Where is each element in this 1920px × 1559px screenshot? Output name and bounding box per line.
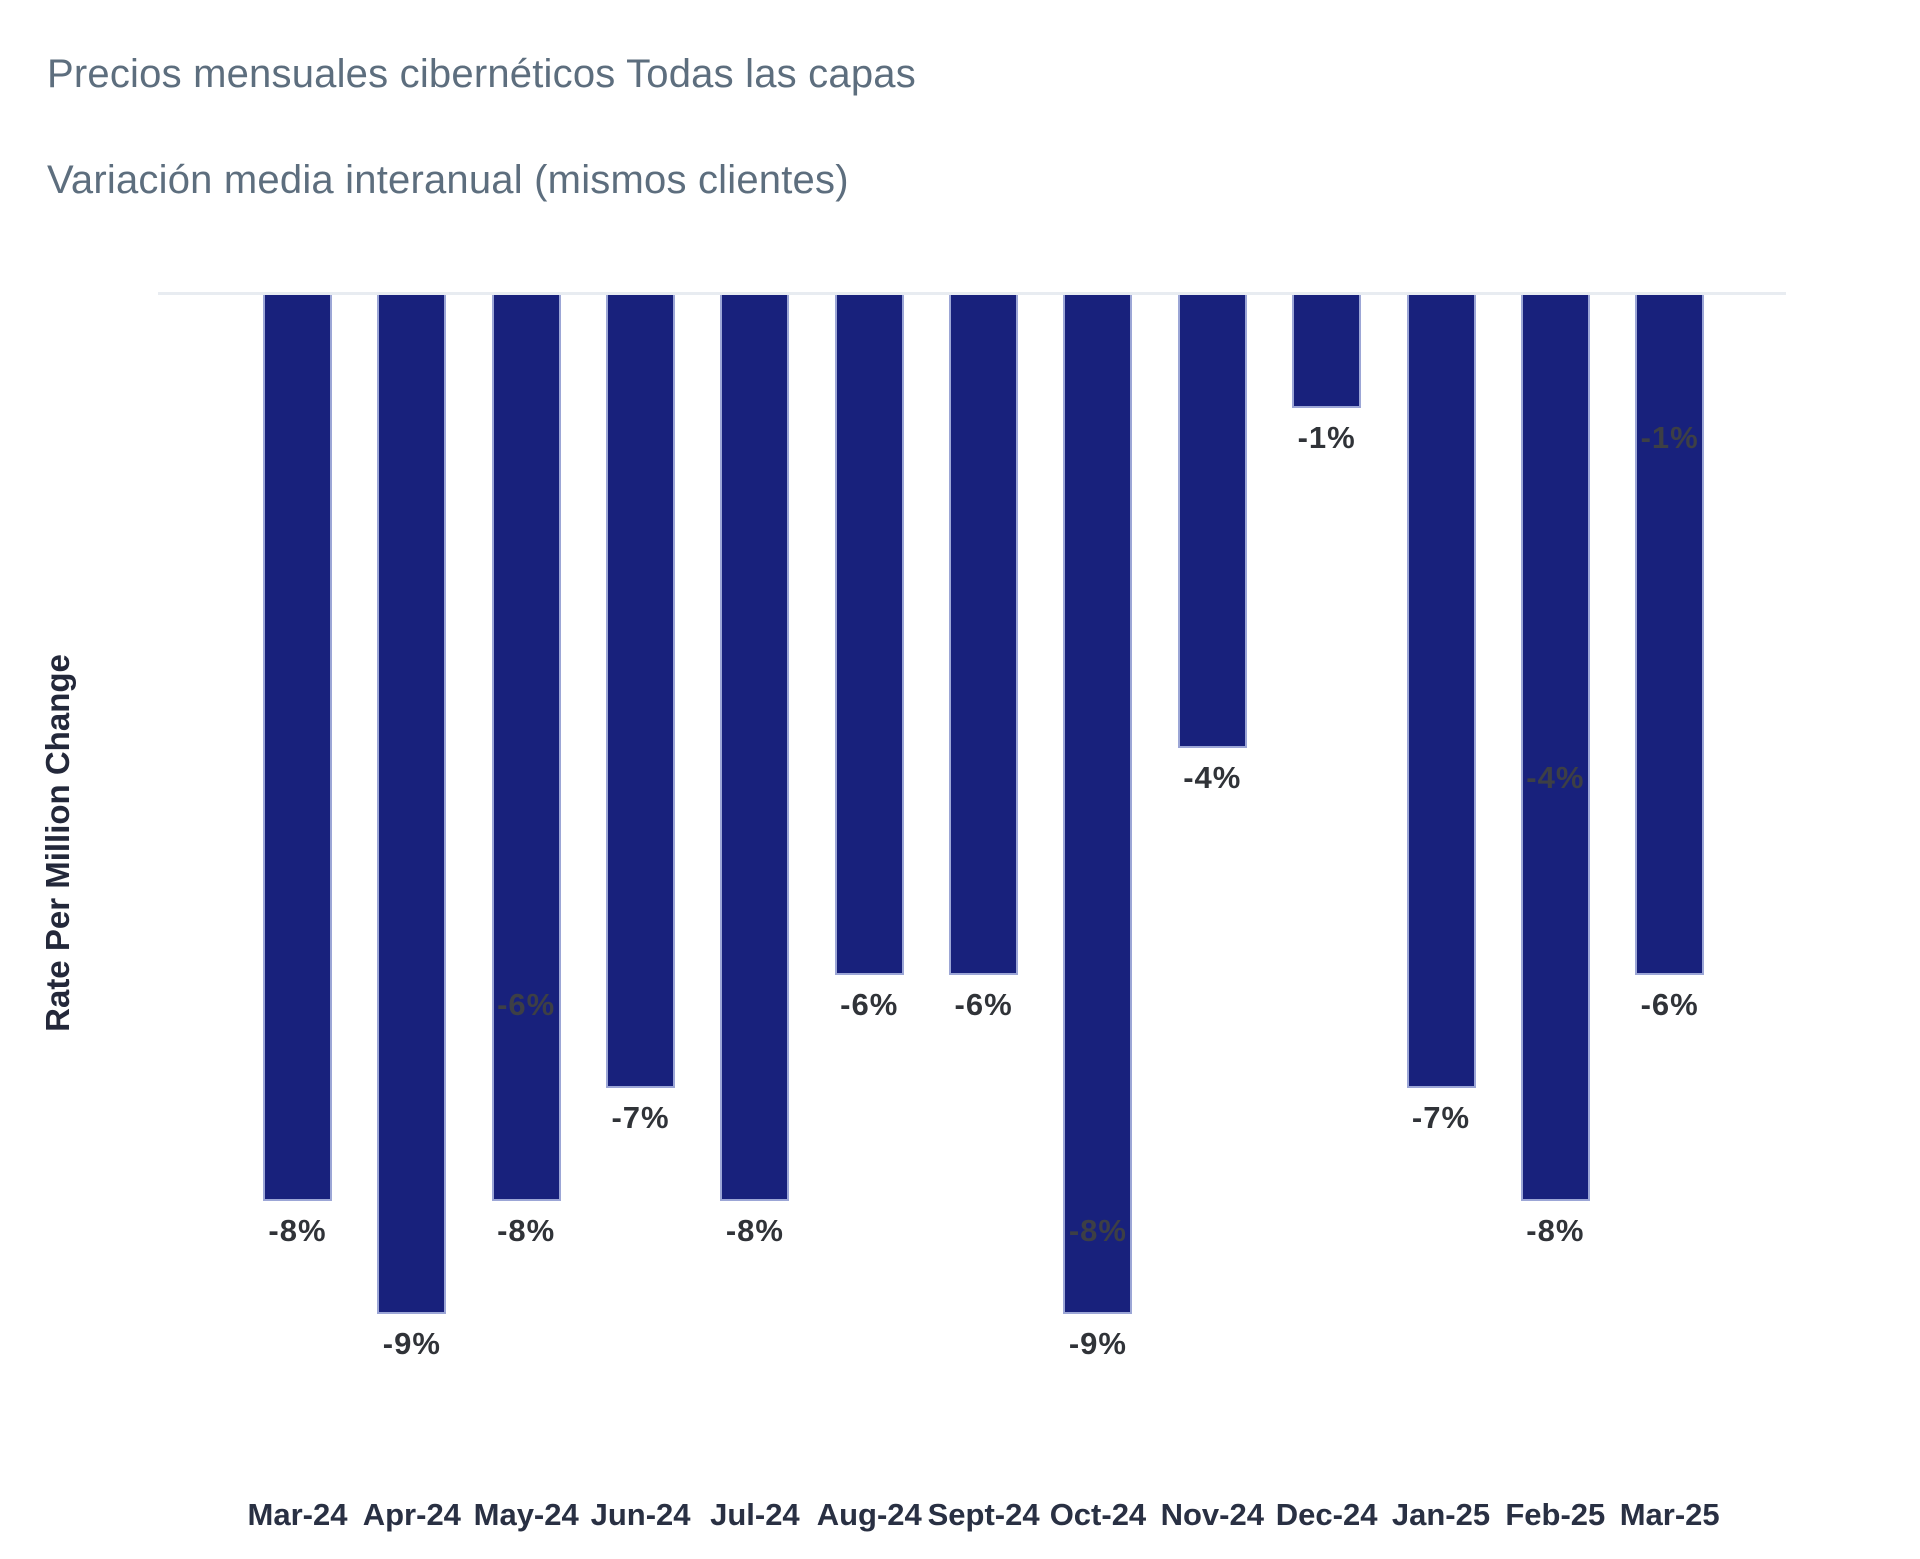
bar-Oct-24 [1063, 295, 1133, 1315]
bar-value-label-Jun-24: -7% [611, 1099, 670, 1135]
bar-value-label-Apr-24: -9% [382, 1326, 441, 1362]
chart-subtitle: Variación media interanual (mismos clien… [47, 158, 849, 202]
x-tick-label-Apr-24: Apr-24 [362, 1497, 461, 1532]
x-tick-label-Jun-24: Jun-24 [590, 1497, 691, 1532]
x-tick-label-Aug-24: Aug-24 [816, 1497, 922, 1532]
x-tick-label-Oct-24: Oct-24 [1049, 1497, 1147, 1532]
bar-value-label-Mar-24: -8% [268, 1213, 327, 1248]
x-tick-label-Jan-25: Jan-25 [1391, 1497, 1491, 1532]
bar-Aug-24 [834, 295, 904, 975]
x-tick-label-Sept-24: Sept-24 [927, 1497, 1040, 1532]
bar-value-label-Nov-24: -4% [1183, 760, 1242, 795]
bar-Jun-24 [606, 295, 676, 1088]
zero-baseline [158, 292, 1786, 295]
bar-Nov-24 [1177, 295, 1247, 748]
bar-Apr-24 [377, 295, 447, 1315]
bar-value-label-Jan-25: -7% [1411, 1099, 1471, 1135]
bar-value-label-Mar-25: -6% [1640, 986, 1699, 1022]
x-tick-label-Dec-24: Dec-24 [1275, 1497, 1378, 1532]
bar-inner-label-Mar-25: -1% [1640, 420, 1699, 456]
bar-value-label-Dec-24: -1% [1297, 420, 1356, 456]
x-tick-label-Feb-25: Feb-25 [1505, 1497, 1606, 1532]
bar-Jul-24 [720, 295, 790, 1201]
x-tick-label-Jul-24: Jul-24 [710, 1497, 800, 1532]
bar-Feb-25 [1520, 295, 1590, 1201]
bar-inner-label-Oct-24: -8% [1068, 1213, 1127, 1248]
bar-Sept-24 [949, 295, 1019, 975]
x-tick-label-May-24: May-24 [473, 1497, 579, 1532]
bar-May-24 [491, 295, 561, 1201]
bar-Jan-25 [1406, 295, 1476, 1088]
bar-value-label-Sept-24: -6% [954, 986, 1013, 1022]
x-tick-label-Nov-24: Nov-24 [1160, 1497, 1264, 1532]
bar-Mar-25 [1635, 295, 1705, 975]
bar-value-label-Aug-24: -6% [840, 986, 899, 1022]
bar-value-label-May-24: -8% [497, 1213, 556, 1248]
bar-inner-label-May-24: -6% [497, 986, 556, 1022]
x-tick-label-Mar-24: Mar-24 [247, 1497, 348, 1532]
x-tick-label-Mar-25: Mar-25 [1619, 1497, 1720, 1532]
bar-value-label-Oct-24: -9% [1068, 1326, 1127, 1362]
bar-Mar-24 [263, 295, 332, 1201]
bar-value-label-Jul-24: -8% [725, 1213, 784, 1248]
chart-title: Precios mensuales cibernéticos Todas las… [47, 52, 916, 96]
bar-value-label-Feb-25: -8% [1526, 1213, 1585, 1248]
bar-inner-label-Feb-25: -4% [1526, 760, 1585, 795]
bar-Dec-24 [1292, 295, 1362, 409]
